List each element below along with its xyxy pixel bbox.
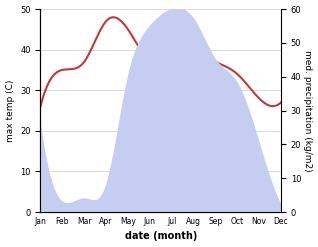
Y-axis label: med. precipitation (kg/m2): med. precipitation (kg/m2) — [303, 50, 313, 171]
Y-axis label: max temp (C): max temp (C) — [5, 79, 15, 142]
X-axis label: date (month): date (month) — [125, 231, 197, 242]
